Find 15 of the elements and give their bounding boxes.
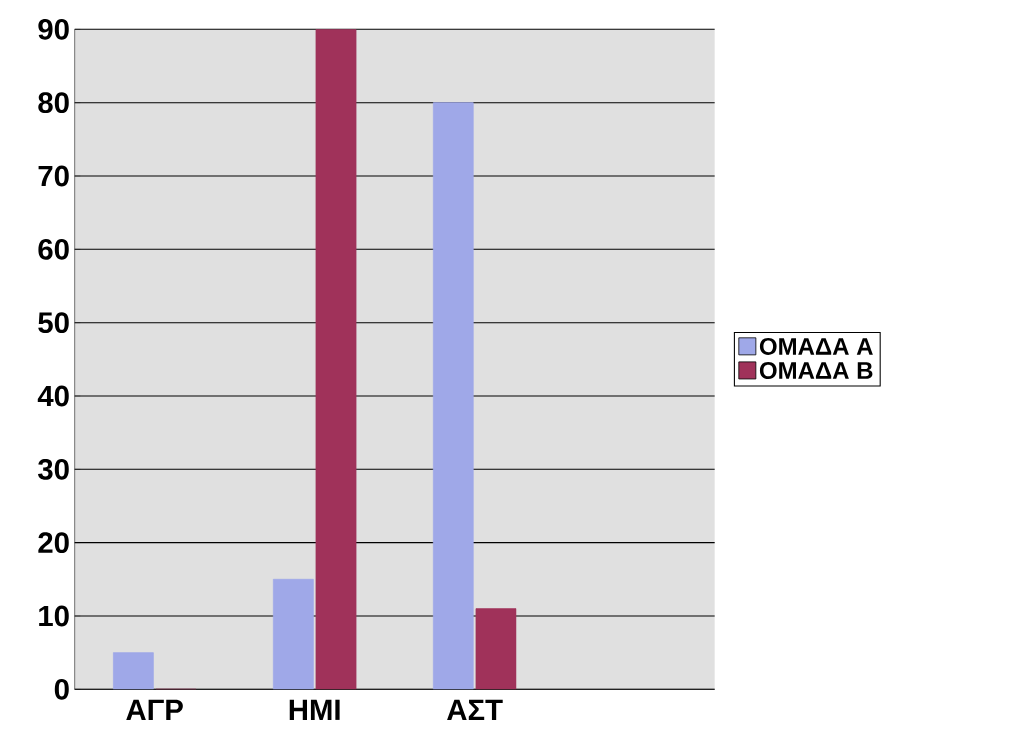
x-tick-label: ΗΜΙ [289, 699, 340, 720]
x-tick-label: ΑΣΤ [447, 699, 503, 720]
y-tick-label: 80 [38, 92, 69, 114]
y-tick-label: 0 [54, 678, 69, 700]
y-tick-label: 60 [38, 238, 69, 260]
y-tick-label: 90 [38, 18, 69, 40]
legend-label: ΟΜΑΔΑ Β [759, 361, 873, 379]
y-tick-label: 10 [39, 605, 69, 627]
y-tick-label: 30 [38, 458, 69, 480]
y-tick-label: 20 [38, 532, 69, 554]
x-tick-label: ΑΓΡ [126, 699, 183, 720]
y-tick-label: 40 [37, 385, 69, 407]
y-tick-label: 50 [38, 312, 69, 334]
legend-label: ΟΜΑΔΑ Α [759, 337, 873, 355]
y-tick-label: 70 [38, 165, 69, 187]
